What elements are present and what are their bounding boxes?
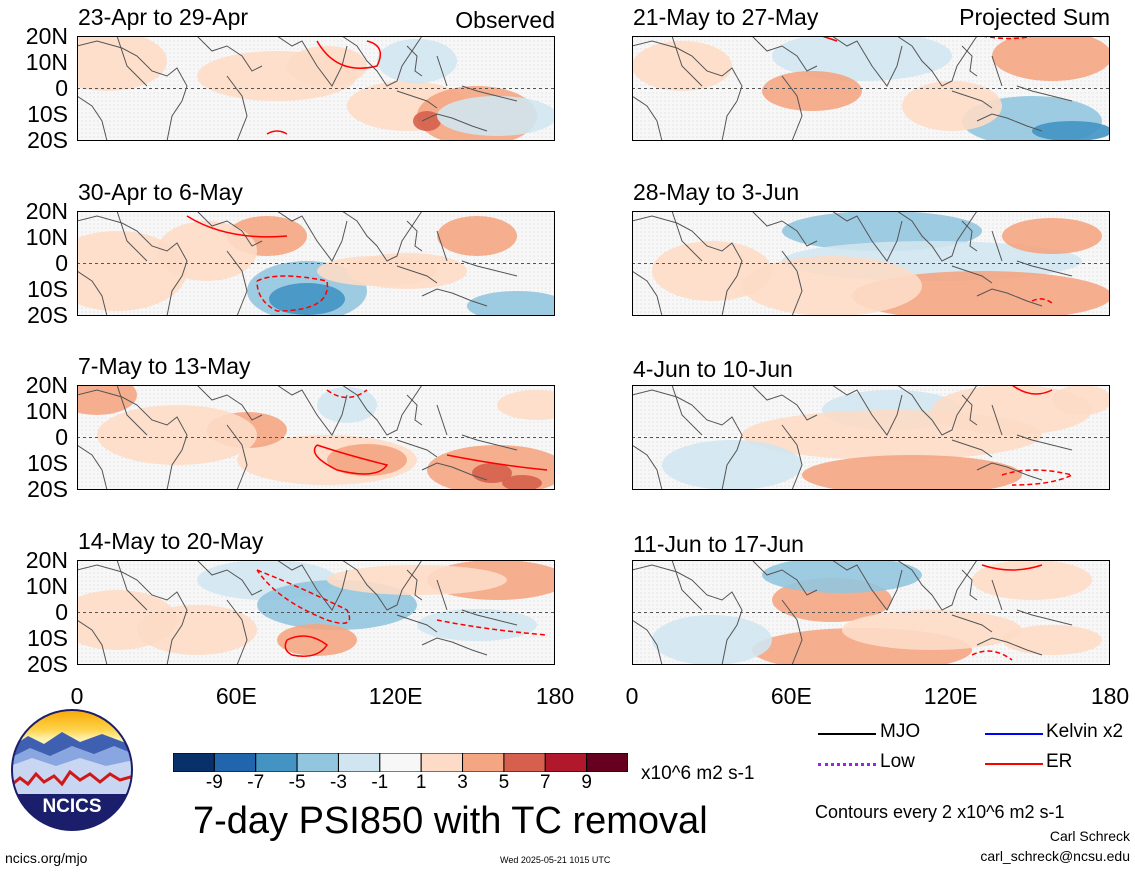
lat-label: 20S (27, 302, 68, 328)
lat-label: 20N (25, 547, 68, 573)
colorbar-tick-label: -3 (330, 772, 347, 793)
lat-label: 20N (25, 198, 68, 224)
colorbar-tick-label: 7 (539, 772, 551, 793)
lat-label: 10S (27, 101, 68, 127)
colorbar-tick-label: 9 (581, 772, 592, 793)
map-panel-2 (77, 211, 555, 316)
lat-label: 10N (25, 398, 68, 424)
lon-label: 120E (368, 683, 423, 709)
lat-label: 0 (55, 599, 68, 625)
lon-label: 60E (770, 683, 812, 709)
legend-low-label: Low (880, 751, 915, 772)
ncics-logo: NCICS (11, 709, 133, 831)
lat-label: 0 (55, 424, 68, 450)
colorbar-swatch (213, 753, 257, 772)
legend-er-line (985, 763, 1043, 765)
colorbar-tick-label: 5 (498, 772, 510, 793)
author-email: carl_schreck@ncsu.edu (980, 848, 1130, 864)
lat-label: 10S (27, 450, 68, 476)
colorbar-tick-label: 3 (457, 772, 468, 793)
contour-note: Contours every 2 x10^6 m2 s-1 (815, 802, 1065, 822)
map-panel-5 (632, 36, 1110, 141)
panel-title: 23-Apr to 29-Apr (78, 4, 249, 30)
colorbar-tick-label: -7 (247, 772, 265, 793)
lon-label: 180 (535, 683, 575, 709)
author: Carl Schreck (1049, 828, 1130, 844)
legend-kelvin-label: Kelvin x2 (1046, 721, 1124, 742)
lat-label: 10N (25, 573, 68, 599)
lat-label: 20N (25, 23, 68, 49)
panel-title: 7-May to 13-May (78, 353, 251, 379)
timestamp: Wed 2025-05-21 1015 UTC (500, 855, 611, 865)
lat-label: 10S (27, 276, 68, 302)
colorbar-swatch (544, 753, 588, 772)
legend-mjo-line (818, 733, 876, 735)
logo-text: NCICS (42, 796, 101, 817)
lon-label: 60E (215, 683, 257, 709)
colorbar (173, 753, 628, 772)
lat-label: 20S (27, 651, 68, 677)
colorbar-swatch (462, 753, 505, 772)
map-panel-1 (77, 36, 555, 141)
panel-title: 30-Apr to 6-May (78, 179, 243, 205)
map-panel-3 (77, 385, 555, 490)
colorbar-swatch (379, 753, 422, 772)
panel-title: 28-May to 3-Jun (633, 179, 800, 205)
colorbar-swatch (173, 753, 215, 772)
lat-label: 20S (27, 476, 68, 502)
map-panel-7 (632, 385, 1110, 490)
colorbar-swatch (296, 753, 339, 772)
panel-title: 11-Jun to 17-Jun (633, 531, 804, 557)
legend-kelvin-line (985, 733, 1043, 735)
lat-label: 10N (25, 49, 68, 75)
lat-label: 10N (25, 224, 68, 250)
lat-label: 10S (27, 625, 68, 651)
colorbar-swatch (255, 753, 298, 772)
lon-label: 180 (1090, 683, 1130, 709)
map-panel-6 (632, 211, 1110, 316)
colorbar-swatch (420, 753, 464, 772)
map-panel-8 (632, 560, 1110, 665)
legend-mjo-label: MJO (880, 721, 921, 742)
legend-er-label: ER (1046, 751, 1073, 772)
lon-label: 0 (625, 683, 639, 709)
legend-low-line (818, 763, 876, 766)
panel-title: 21-May to 27-May (633, 4, 819, 30)
colorbar-swatch (337, 753, 381, 772)
lat-label: 0 (55, 250, 68, 276)
panel-tag: Observed (455, 7, 555, 33)
lat-label: 20N (25, 372, 68, 398)
lat-label: 20S (27, 127, 68, 153)
main-title: 7-day PSI850 with TC removal (193, 800, 708, 842)
colorbar-tick-label: -1 (371, 772, 389, 793)
lat-label: 0 (55, 75, 68, 101)
colorbar-swatch (503, 753, 546, 772)
panel-title: 14-May to 20-May (78, 528, 264, 554)
colorbar-tick-label: -5 (288, 772, 306, 793)
colorbar-units: x10^6 m2 s-1 (641, 763, 755, 784)
site-url: ncics.org/mjo (5, 850, 88, 866)
colorbar-tick-label: -9 (205, 772, 223, 793)
colorbar-tick-label: 1 (415, 772, 427, 793)
panel-title: 4-Jun to 10-Jun (633, 356, 793, 382)
colorbar-swatch (586, 753, 628, 772)
lon-label: 120E (923, 683, 978, 709)
panel-tag: Projected Sum (959, 4, 1110, 30)
lon-label: 0 (70, 683, 84, 709)
map-panel-4 (77, 560, 555, 665)
